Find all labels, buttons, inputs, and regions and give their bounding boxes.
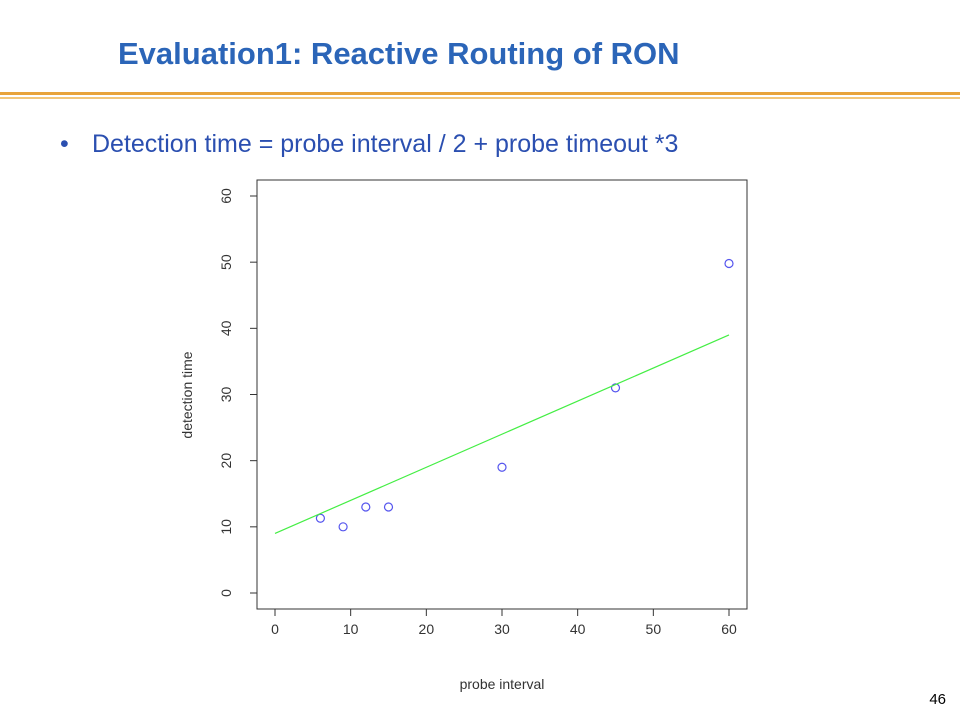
fit-line [274,334,730,534]
data-point [383,502,394,512]
data-point [724,258,734,269]
data-point [610,383,621,393]
title-underline [0,92,960,95]
x-tick-label: 20 [419,621,435,637]
data-point [497,462,507,472]
x-axis: 0 10 20 30 40 50 60 [271,608,737,637]
x-tick-label: 50 [646,621,662,637]
y-tick-label: 20 [218,453,234,469]
y-tick-label: 50 [218,254,234,270]
title-underline-secondary [0,97,960,99]
bullet-symbol: • [60,130,69,158]
x-tick-label: 60 [721,621,737,637]
x-tick-label: 0 [271,621,279,637]
slide-title: Evaluation1: Reactive Routing of RON [118,36,680,71]
plot-frame [256,179,748,610]
data-point [361,502,371,512]
y-tick-label: 40 [218,320,234,336]
data-point [338,522,348,532]
bullet-text: Detection time = probe interval / 2 + pr… [92,130,679,158]
y-axis: 0 10 20 30 40 50 60 [218,188,258,597]
x-tick-label: 30 [494,621,510,637]
x-tick-label: 10 [343,621,359,637]
y-axis-label: detection time [179,351,195,438]
series-layer [274,258,734,534]
y-tick-label: 10 [218,519,234,535]
y-tick-label: 0 [218,589,234,597]
x-tick-label: 40 [570,621,586,637]
bullet-item: • Detection time = probe interval / 2 + p… [60,130,678,159]
y-tick-label: 60 [218,188,234,204]
x-axis-label: probe interval [460,676,545,692]
slide-number: 46 [929,691,946,708]
y-tick-label: 30 [218,387,234,403]
